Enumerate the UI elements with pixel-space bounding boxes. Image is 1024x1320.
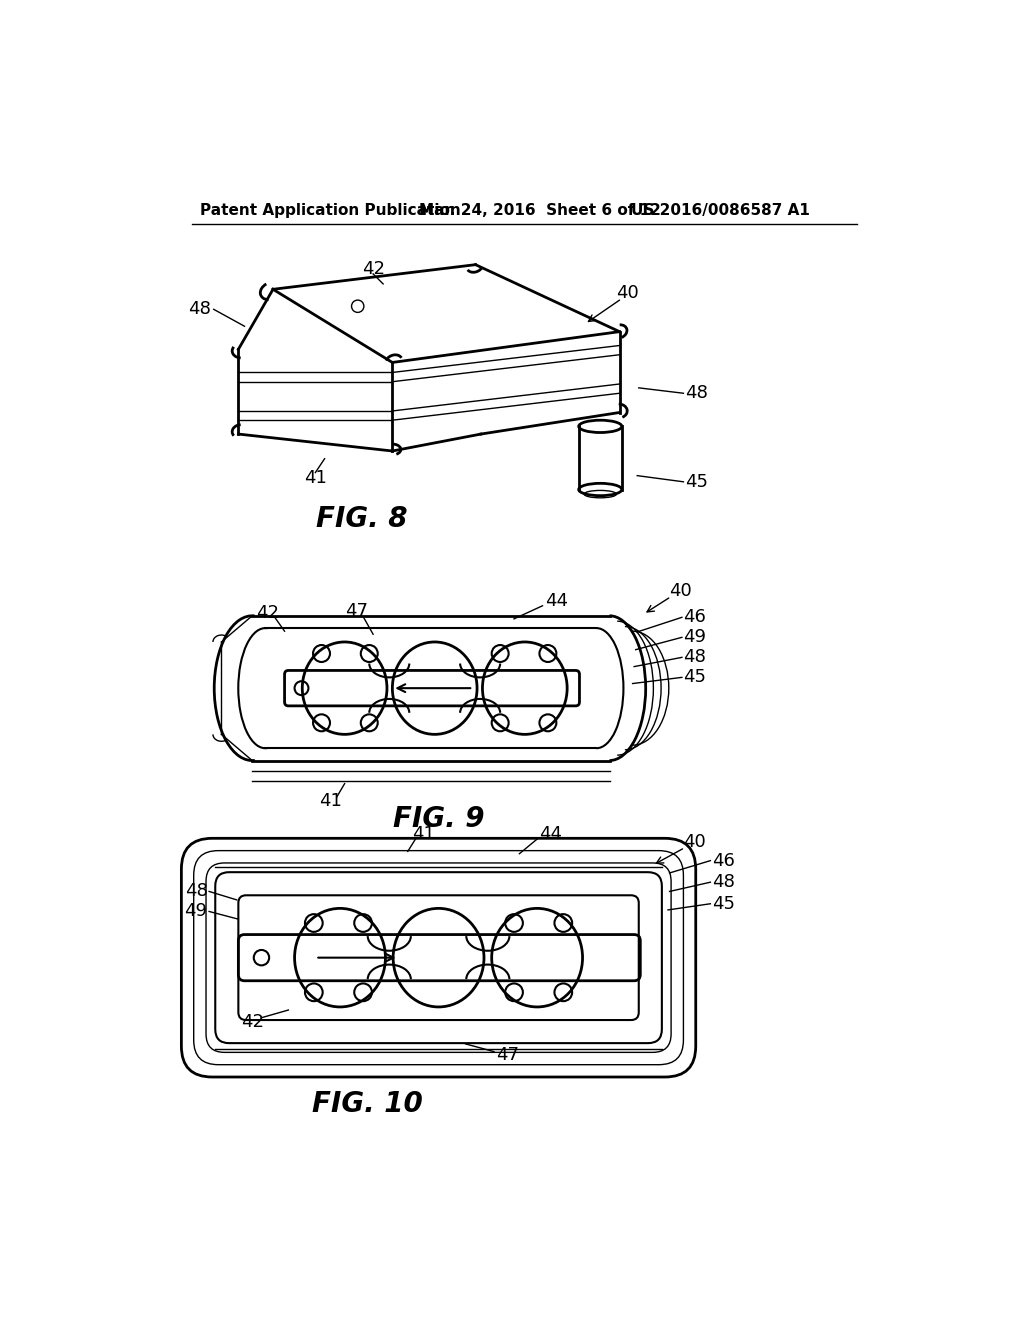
Text: 49: 49 bbox=[683, 628, 707, 647]
Text: 46: 46 bbox=[683, 609, 707, 626]
Text: 48: 48 bbox=[685, 384, 708, 403]
Text: 40: 40 bbox=[683, 833, 707, 851]
Text: 48: 48 bbox=[683, 648, 707, 667]
Text: Patent Application Publication: Patent Application Publication bbox=[200, 203, 461, 218]
Text: FIG. 9: FIG. 9 bbox=[393, 805, 484, 833]
Text: 47: 47 bbox=[497, 1047, 519, 1064]
Text: 44: 44 bbox=[539, 825, 562, 843]
Text: 40: 40 bbox=[670, 582, 692, 601]
Text: 47: 47 bbox=[345, 602, 368, 620]
Text: 45: 45 bbox=[712, 895, 735, 912]
Text: 48: 48 bbox=[188, 301, 211, 318]
Text: 48: 48 bbox=[712, 874, 735, 891]
Text: 46: 46 bbox=[712, 851, 735, 870]
Text: Mar. 24, 2016  Sheet 6 of 12: Mar. 24, 2016 Sheet 6 of 12 bbox=[419, 203, 662, 218]
Text: 42: 42 bbox=[241, 1014, 264, 1031]
Text: 42: 42 bbox=[256, 603, 280, 622]
Text: US 2016/0086587 A1: US 2016/0086587 A1 bbox=[631, 203, 810, 218]
Text: 48: 48 bbox=[184, 883, 208, 900]
Text: 41: 41 bbox=[319, 792, 342, 810]
Text: 42: 42 bbox=[361, 260, 385, 277]
Text: FIG. 8: FIG. 8 bbox=[315, 504, 408, 533]
Text: FIG. 10: FIG. 10 bbox=[312, 1090, 423, 1118]
Text: 45: 45 bbox=[683, 668, 707, 686]
Text: 41: 41 bbox=[304, 469, 327, 487]
Text: 49: 49 bbox=[184, 903, 208, 920]
Text: 41: 41 bbox=[412, 825, 434, 843]
Text: 40: 40 bbox=[615, 284, 638, 302]
Text: 44: 44 bbox=[545, 593, 568, 610]
Text: 45: 45 bbox=[685, 473, 708, 491]
